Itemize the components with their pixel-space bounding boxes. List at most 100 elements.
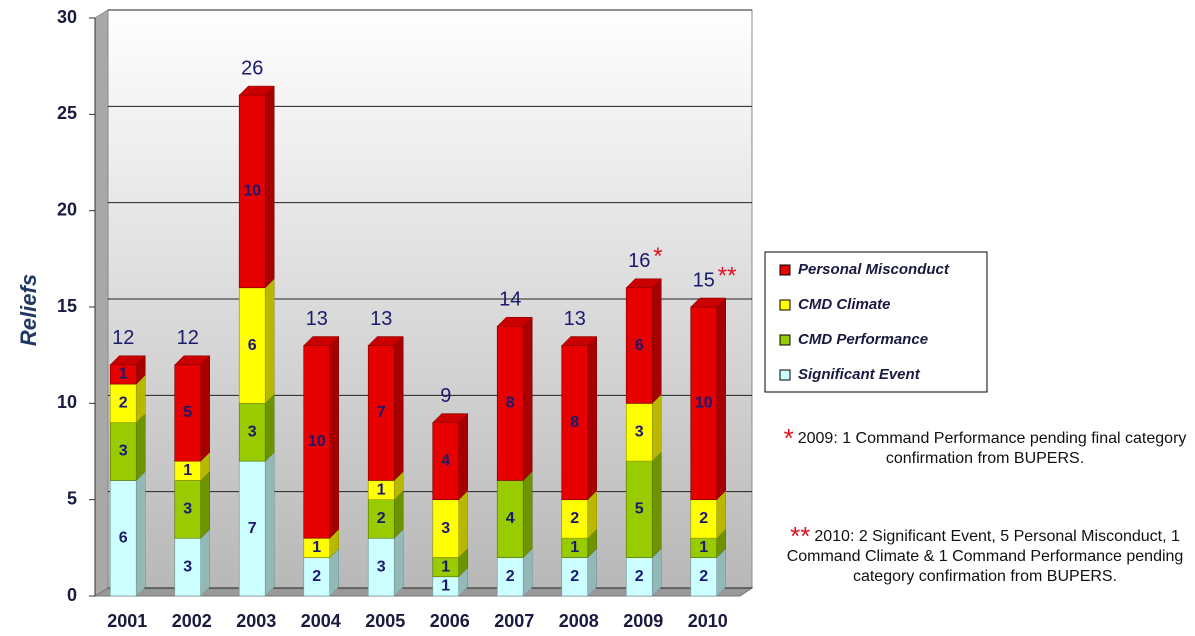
- data-label: 6: [119, 529, 128, 546]
- data-label: 2: [377, 510, 386, 527]
- total-label: 15: [693, 269, 715, 291]
- bar-segment: [690, 306, 718, 501]
- data-label: 2: [119, 395, 128, 412]
- bar-top: [690, 297, 727, 308]
- bar-side: [265, 393, 275, 462]
- total-label: 13: [306, 308, 328, 330]
- legend-swatch: [779, 264, 791, 276]
- note: ** 2010: 2 Significant Event, 5 Personal …: [780, 523, 1190, 587]
- note-marker: **: [790, 521, 811, 551]
- bar-segment: [432, 422, 460, 501]
- bar-side: [265, 451, 275, 597]
- total-label: 13: [564, 308, 586, 330]
- legend: Personal Misconduct CMD Climate CMD Perfor…: [764, 251, 988, 393]
- data-label: 3: [183, 558, 192, 575]
- x-tick-label: 2005: [365, 611, 405, 631]
- bar-segment: [174, 364, 202, 462]
- x-tick-label: 2006: [430, 611, 470, 631]
- bar-top: [496, 317, 533, 327]
- data-label: 4: [441, 452, 450, 469]
- note: * 2009: 1 Command Performance pending fin…: [780, 425, 1190, 469]
- bar-top: [367, 336, 404, 346]
- bar-top: [174, 355, 211, 366]
- data-label: 2: [506, 568, 515, 585]
- legend-label: CMD Performance: [798, 331, 928, 348]
- bar-segment: [238, 94, 266, 289]
- legend-box: [764, 251, 988, 393]
- x-tick-label: 2008: [559, 611, 599, 631]
- data-label: 3: [248, 423, 257, 440]
- data-label: 10: [695, 395, 713, 412]
- bar-top: [561, 336, 598, 346]
- x-tick-label: 2002: [172, 611, 212, 631]
- x-tick-label: 2001: [107, 611, 147, 631]
- bar-segment: [238, 287, 266, 404]
- note-marker: *: [783, 423, 794, 453]
- bar-side: [587, 335, 597, 501]
- data-label: 3: [635, 423, 644, 440]
- data-label: 7: [248, 520, 257, 537]
- data-label: 5: [183, 404, 192, 421]
- data-label: 3: [441, 520, 450, 537]
- data-label: 6: [248, 337, 257, 354]
- data-label: 4: [506, 510, 515, 527]
- bar-side: [458, 412, 468, 501]
- legend-swatch: [779, 369, 791, 381]
- data-label: 6: [635, 337, 644, 354]
- total-label: 12: [177, 327, 199, 349]
- y-tick-label: 10: [57, 392, 77, 412]
- bar-top: [432, 413, 469, 423]
- bar-segment: [174, 537, 202, 597]
- y-axis-label: Reliefs: [16, 274, 41, 346]
- bar-side: [394, 528, 404, 597]
- bar-side: [523, 470, 533, 559]
- data-label: 1: [119, 366, 128, 383]
- data-label: 2: [570, 568, 579, 585]
- data-label: 2: [699, 568, 708, 585]
- legend-label: Personal Misconduct: [798, 261, 950, 278]
- total-label: 16: [628, 250, 650, 272]
- bar-top: [109, 355, 146, 366]
- bar-segment: [109, 480, 137, 597]
- y-tick-label: 5: [67, 488, 77, 508]
- bar-segment: [496, 480, 524, 558]
- bar-segment: [109, 383, 137, 423]
- data-label: 1: [441, 578, 450, 595]
- data-label: 3: [183, 501, 192, 518]
- legend-swatch: [779, 299, 791, 311]
- bar-side: [652, 278, 662, 404]
- legend-label: Significant Event: [798, 366, 921, 383]
- bar-side: [523, 316, 533, 482]
- total-label: 14: [499, 289, 521, 311]
- y-tick-label: 15: [57, 296, 77, 316]
- data-label: 3: [377, 558, 386, 575]
- y-tick-label: 30: [57, 7, 77, 27]
- note-text: 2010: 2 Significant Event, 5 Personal Mi…: [786, 528, 1184, 585]
- bar-side: [200, 528, 210, 597]
- total-label: 9: [440, 385, 451, 407]
- bar-side: [716, 297, 726, 501]
- bar-segment: [561, 345, 589, 501]
- bar-side: [265, 85, 275, 289]
- bar-side: [136, 412, 146, 482]
- total-note: *: [653, 243, 662, 270]
- data-label: 8: [570, 414, 579, 431]
- bar-segment: [238, 402, 266, 462]
- bar-segment: [367, 499, 395, 539]
- data-label: 1: [183, 462, 192, 479]
- x-tick-label: 2010: [688, 611, 728, 631]
- y-tick-label: 25: [57, 103, 77, 123]
- data-label: 1: [377, 481, 386, 498]
- data-label: 2: [699, 510, 708, 527]
- data-label: 1: [312, 539, 321, 556]
- data-label: 1: [570, 539, 579, 556]
- data-label: 1: [699, 539, 708, 556]
- bar-segment: [432, 499, 460, 558]
- data-label: 3: [119, 443, 128, 460]
- x-tick-label: 2003: [236, 611, 276, 631]
- bar-segment: [174, 480, 202, 539]
- data-label: 10: [308, 433, 326, 450]
- bar-side: [136, 470, 146, 597]
